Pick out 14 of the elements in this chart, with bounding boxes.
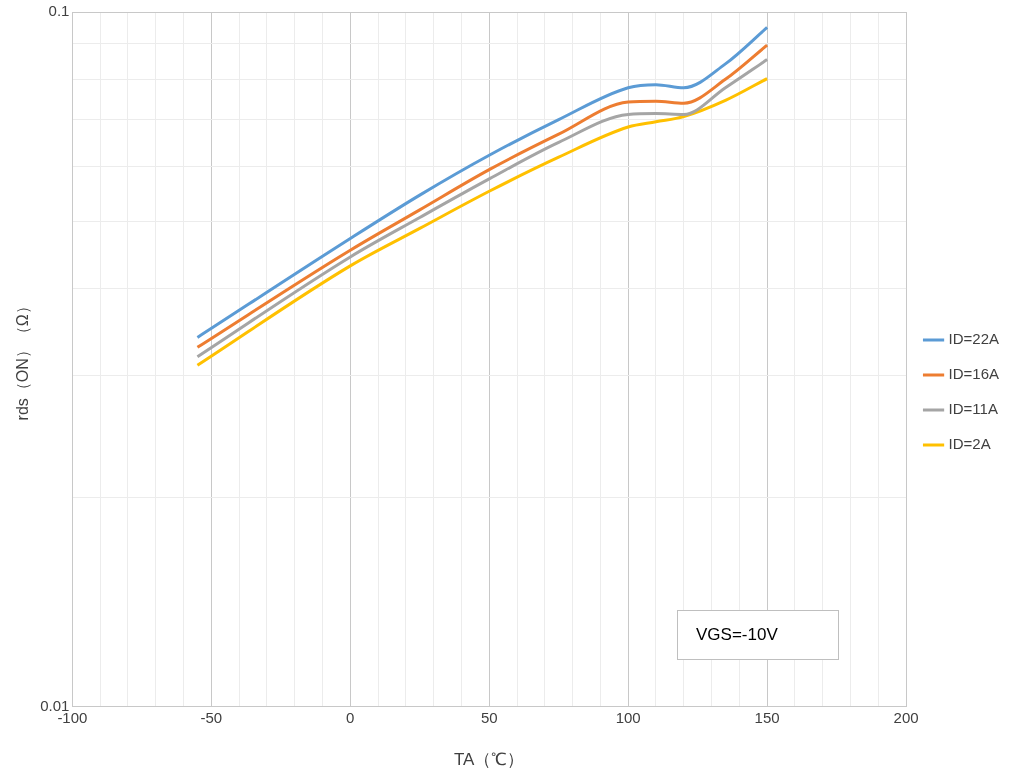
y-tick-label: 0.1 bbox=[48, 2, 70, 20]
legend-label: ID=16A bbox=[948, 365, 999, 383]
x-tick-label: 50 bbox=[480, 708, 498, 726]
x-tick-label: 200 bbox=[893, 708, 919, 726]
x-axis-title: TA（℃） bbox=[453, 750, 525, 770]
x-tick-label: -50 bbox=[200, 708, 223, 726]
x-tick-label: 0 bbox=[346, 708, 355, 726]
x-tick-label: 100 bbox=[615, 708, 641, 726]
legend-label: ID=2A bbox=[948, 435, 991, 453]
legend-label: ID=22A bbox=[948, 330, 999, 348]
legend-label: ID=11A bbox=[948, 400, 998, 418]
x-tick-label: 150 bbox=[754, 708, 780, 726]
y-axis-title: rds（ON）（Ω） bbox=[14, 298, 32, 421]
note-box: VGS=-10V bbox=[677, 610, 839, 660]
